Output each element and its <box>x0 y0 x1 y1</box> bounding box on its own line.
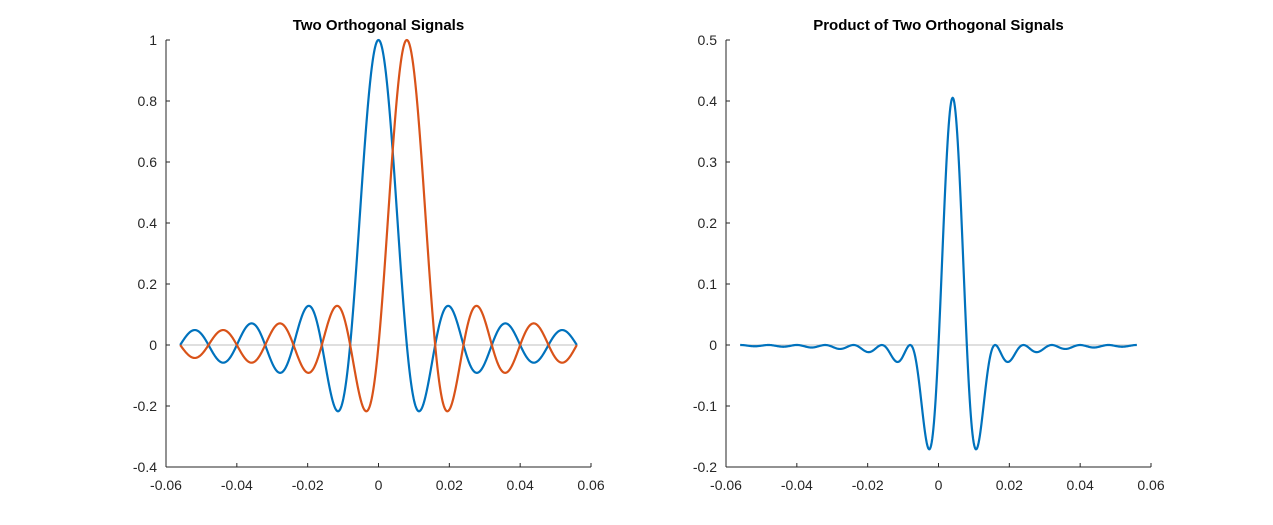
plot-product-of-signals: Product of Two Orthogonal Signals -0.06 -… <box>693 17 1165 493</box>
x-tick-label: -0.02 <box>852 477 884 493</box>
y-tick-label: 0.1 <box>698 276 718 292</box>
x-tick-label: -0.06 <box>710 477 742 493</box>
y-tick-label: -0.2 <box>133 398 157 414</box>
x-tick-label: 0 <box>375 477 383 493</box>
y-tick-label: -0.4 <box>133 459 157 475</box>
x-tick-label: 0.06 <box>577 477 604 493</box>
series-line-1 <box>179 38 578 413</box>
y-tick-label: 0.5 <box>698 32 718 48</box>
y-tick-label: -0.2 <box>693 459 717 475</box>
y-tick-label: 0.6 <box>138 154 158 170</box>
y-tick-label: 0.2 <box>138 276 158 292</box>
y-tick-label: 0.3 <box>698 154 718 170</box>
x-tick-label: 0.06 <box>1137 477 1164 493</box>
x-tick-label: -0.04 <box>221 477 253 493</box>
x-tick-label: 0.02 <box>436 477 463 493</box>
y-tick-label: 0 <box>149 337 157 353</box>
plot-two-orthogonal-signals: Two Orthogonal Signals -0.06 -0.04 -0.02 0 0… <box>133 17 605 493</box>
series-line-1 <box>739 96 1138 451</box>
y-tick-label: 0.8 <box>138 93 158 109</box>
x-tick-label: 0.02 <box>996 477 1023 493</box>
x-tick-label: -0.04 <box>781 477 813 493</box>
y-tick-label: -0.1 <box>693 398 717 414</box>
series-line-2 <box>179 38 578 413</box>
y-tick-label: 0 <box>709 337 717 353</box>
y-tick-label: 0.4 <box>138 215 158 231</box>
chart-title: Product of Two Orthogonal Signals <box>813 17 1064 34</box>
x-tick-label: -0.02 <box>292 477 324 493</box>
x-tick-label: 0.04 <box>1067 477 1094 493</box>
y-tick-label: 1 <box>149 32 157 48</box>
chart-title: Two Orthogonal Signals <box>293 17 464 34</box>
y-tick-label: 0.2 <box>698 215 718 231</box>
x-tick-label: 0 <box>935 477 943 493</box>
x-tick-label: 0.04 <box>507 477 534 493</box>
y-tick-label: 0.4 <box>698 93 718 109</box>
x-tick-label: -0.06 <box>150 477 182 493</box>
